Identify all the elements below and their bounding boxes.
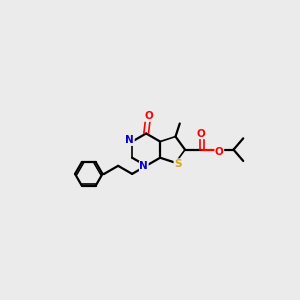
Text: O: O (144, 111, 153, 121)
Text: N: N (140, 161, 148, 171)
Text: O: O (215, 147, 224, 158)
Text: O: O (197, 129, 206, 139)
Text: S: S (174, 159, 182, 169)
Text: N: N (125, 135, 134, 146)
